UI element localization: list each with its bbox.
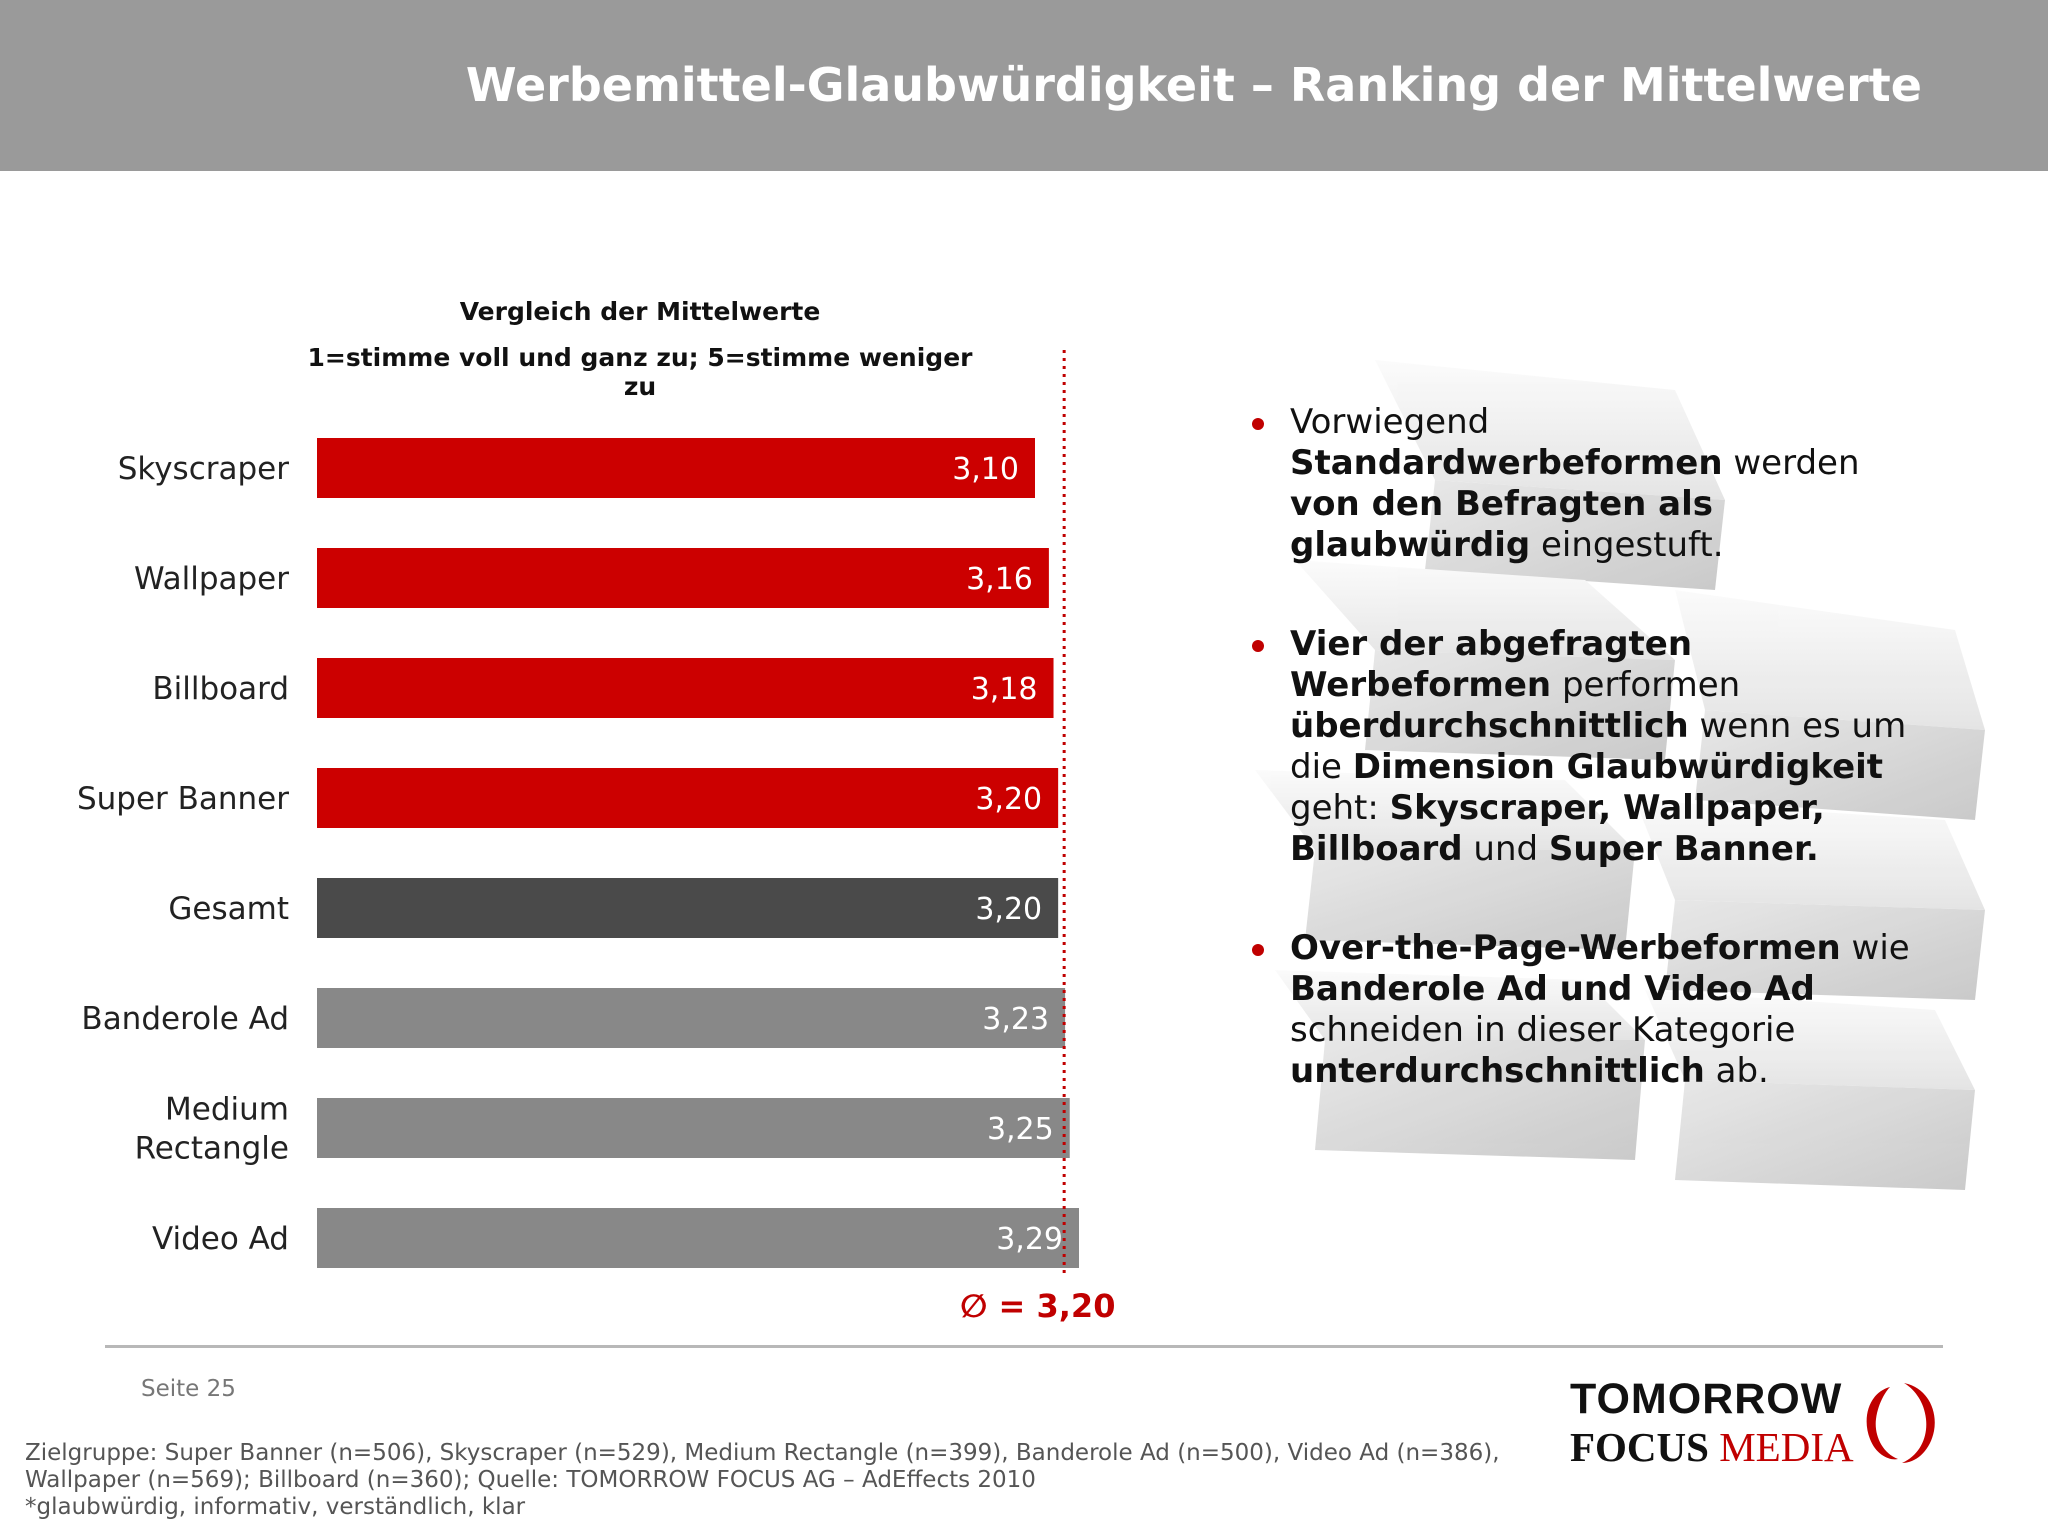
footnote-line: Wallpaper (n=569); Billboard (n=360); Qu… [25, 1467, 1036, 1493]
value-label: 3,20 [975, 892, 1042, 927]
bar-banderole-ad [317, 988, 1066, 1048]
category-label: Skyscraper [118, 451, 290, 487]
bar-super-banner [317, 768, 1059, 828]
logo-text-focus-media: FOCUS MEDIA [1570, 1423, 1854, 1471]
logo-text-media: MEDIA [1719, 1424, 1854, 1470]
header-bar: Werbemittel-Glaubwürdigkeit – Ranking de… [0, 0, 2048, 171]
logo-text-focus: FOCUS [1570, 1424, 1709, 1470]
bar-billboard [317, 658, 1054, 718]
bullet-item: Over-the-Page-Werbeformen wie Banderole … [1252, 928, 1932, 1092]
value-label: 3,25 [987, 1112, 1054, 1147]
bar-skyscraper [317, 438, 1035, 498]
bar-chart: Skyscraper 3,10 Wallpaper 3,16 Billboard 3,18… [77, 350, 1079, 1275]
silver-bars-image [1255, 360, 1985, 1190]
category-label: Billboard [152, 671, 289, 707]
value-label: 3,10 [952, 452, 1019, 487]
bullet-item: Vorwiegend Standardwerbeformen werden vo… [1252, 402, 1932, 566]
bullet-list: Vorwiegend Standardwerbeformen werden vo… [1252, 402, 1932, 1150]
logo-text-tomorrow: TOMORROW [1570, 1375, 1843, 1423]
category-label: Banderole Ad [81, 1001, 289, 1037]
bar-wallpaper [317, 548, 1049, 608]
page-number: Seite 25 [141, 1376, 236, 1402]
value-label: 3,20 [975, 782, 1042, 817]
chart-title: Vergleich der Mittelwerte [459, 297, 821, 326]
bar-medium-rectangle [317, 1098, 1070, 1158]
bar-video-ad [317, 1208, 1079, 1268]
value-label: 3,29 [996, 1222, 1063, 1257]
category-label: Wallpaper [134, 561, 289, 597]
category-label: Super Banner [77, 781, 289, 817]
logo-ring-icon [1866, 1383, 1935, 1463]
footer-divider [105, 1345, 1943, 1348]
chart-subtitle: 1=stimme voll und ganz zu; 5=stimme weni… [307, 343, 973, 401]
company-logo: TOMORROW FOCUS MEDIA [1568, 1375, 1948, 1475]
category-label: Video Ad [152, 1221, 289, 1257]
category-label: Gesamt [168, 891, 289, 927]
bar-gesamt [317, 878, 1059, 938]
category-label: Medium Rectangle [135, 1092, 289, 1167]
average-label: ∅ = 3,20 [960, 1287, 1116, 1325]
value-label: 3,23 [982, 1002, 1049, 1037]
value-label: 3,16 [966, 562, 1033, 597]
value-label: 3,18 [971, 672, 1038, 707]
footnote-line: Zielgruppe: Super Banner (n=506), Skyscr… [25, 1440, 1500, 1466]
page-title: Werbemittel-Glaubwürdigkeit – Ranking de… [465, 58, 1922, 112]
bullet-item: Vier der abgefragten Werbeformen perform… [1252, 624, 1932, 870]
footnote: Zielgruppe: Super Banner (n=506), Skyscr… [25, 1440, 1565, 1521]
footnote-line: *glaubwürdig, informativ, verständlich, … [25, 1494, 526, 1520]
